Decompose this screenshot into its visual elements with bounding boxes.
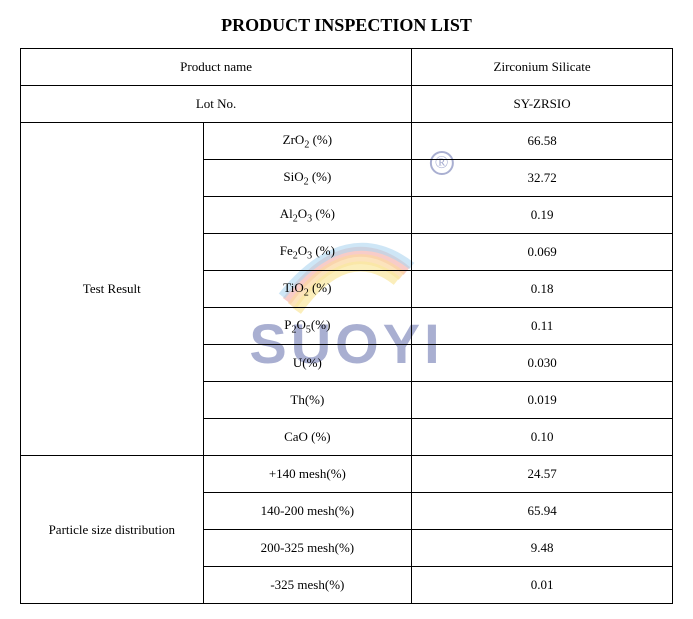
param-cell: Th(%) (203, 382, 412, 419)
lot-no-value: SY-ZRSIO (412, 86, 673, 123)
value-cell: 0.19 (412, 197, 673, 234)
table-row: Test Result ZrO2 (%) 66.58 (21, 123, 673, 160)
param-cell: Al2O3 (%) (203, 197, 412, 234)
param-cell: +140 mesh(%) (203, 456, 412, 493)
value-cell: 0.18 (412, 271, 673, 308)
test-result-label: Test Result (21, 123, 204, 456)
value-cell: 65.94 (412, 493, 673, 530)
param-cell: ZrO2 (%) (203, 123, 412, 160)
page-title: PRODUCT INSPECTION LIST (20, 15, 673, 36)
lot-no-label: Lot No. (21, 86, 412, 123)
product-name-label: Product name (21, 49, 412, 86)
param-cell: 140-200 mesh(%) (203, 493, 412, 530)
value-cell: 32.72 (412, 160, 673, 197)
product-name-row: Product name Zirconium Silicate (21, 49, 673, 86)
value-cell: 66.58 (412, 123, 673, 160)
value-cell: 0.11 (412, 308, 673, 345)
param-cell: U(%) (203, 345, 412, 382)
inspection-table: Product name Zirconium Silicate Lot No. … (20, 48, 673, 604)
param-cell: CaO (%) (203, 419, 412, 456)
lot-no-row: Lot No. SY-ZRSIO (21, 86, 673, 123)
param-cell: -325 mesh(%) (203, 567, 412, 604)
table-row: Particle size distribution +140 mesh(%) … (21, 456, 673, 493)
value-cell: 0.01 (412, 567, 673, 604)
product-name-value: Zirconium Silicate (412, 49, 673, 86)
param-cell: TiO2 (%) (203, 271, 412, 308)
value-cell: 0.10 (412, 419, 673, 456)
value-cell: 9.48 (412, 530, 673, 567)
value-cell: 0.019 (412, 382, 673, 419)
value-cell: 0.030 (412, 345, 673, 382)
particle-size-label: Particle size distribution (21, 456, 204, 604)
param-cell: P2O5(%) (203, 308, 412, 345)
param-cell: 200-325 mesh(%) (203, 530, 412, 567)
value-cell: 0.069 (412, 234, 673, 271)
value-cell: 24.57 (412, 456, 673, 493)
param-cell: SiO2 (%) (203, 160, 412, 197)
param-cell: Fe2O3 (%) (203, 234, 412, 271)
